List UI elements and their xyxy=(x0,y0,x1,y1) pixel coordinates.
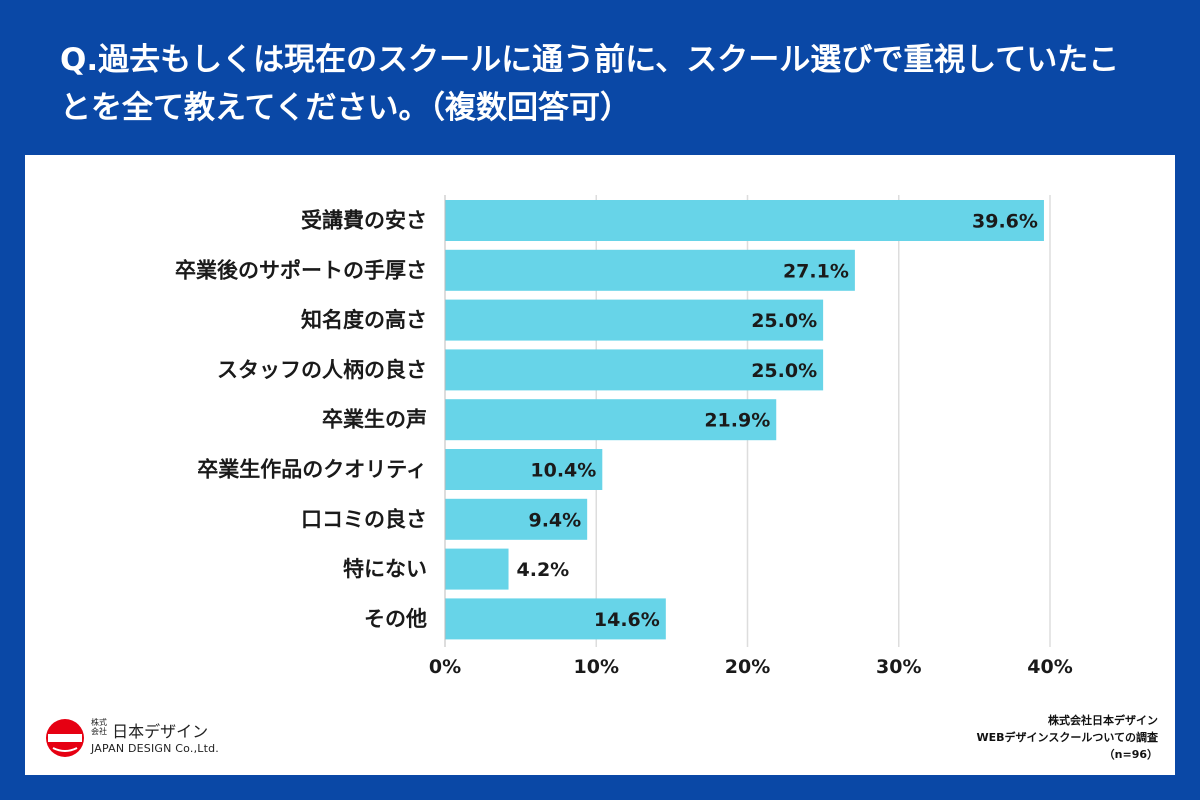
data-label: 25.0% xyxy=(751,310,817,332)
data-label: 21.9% xyxy=(704,410,770,432)
category-label: 卒業後のサポートの手厚さ xyxy=(175,258,427,282)
data-label: 4.2% xyxy=(517,559,570,581)
category-label: 卒業生作品のクオリティ xyxy=(197,458,427,482)
x-tick-label: 30% xyxy=(876,656,921,678)
credit-survey: WEBデザインスクールついての調査 xyxy=(976,731,1158,744)
bar xyxy=(445,449,603,490)
category-label: スタッフの人柄の良さ xyxy=(217,358,427,382)
bar xyxy=(445,249,855,291)
data-label: 27.1% xyxy=(783,260,849,282)
bar xyxy=(445,299,824,341)
category-label: 受講費の安さ xyxy=(301,209,427,233)
logo-kk-top: 株式 xyxy=(91,718,107,727)
logo-company-name: 日本デザイン xyxy=(112,722,209,741)
credit-sample-size: （n=96） xyxy=(1103,748,1158,761)
data-label: 25.0% xyxy=(751,360,817,382)
logo-english-name: JAPAN DESIGN Co.,Ltd. xyxy=(91,742,219,755)
data-label: 14.6% xyxy=(594,609,660,631)
bar xyxy=(445,349,824,391)
logo-kk-bottom: 会社 xyxy=(91,727,107,736)
category-label: その他 xyxy=(364,607,427,631)
survey-credit: 株式会社日本デザイン WEBデザインスクールついての調査 （n=96） xyxy=(977,712,1158,763)
x-tick-label: 10% xyxy=(574,656,619,678)
logo-mark-icon xyxy=(46,719,84,757)
category-label: 特にない xyxy=(343,557,427,581)
bar xyxy=(445,548,509,590)
bar xyxy=(445,200,1044,241)
category-label: 口コミの良さ xyxy=(301,507,427,531)
page-title: Q.過去もしくは現在のスクールに通う前に、スクール選びで重視していたことを全て教… xyxy=(60,42,1120,126)
x-tick-label: 0% xyxy=(429,656,461,678)
credit-company: 株式会社日本デザイン xyxy=(1048,714,1158,727)
bar xyxy=(445,598,666,640)
x-tick-label: 20% xyxy=(725,656,770,678)
data-label: 9.4% xyxy=(528,509,581,531)
bar xyxy=(445,498,588,540)
data-label: 10.4% xyxy=(530,460,596,482)
data-label: 39.6% xyxy=(972,211,1038,233)
category-label: 卒業生の声 xyxy=(322,408,427,432)
bar xyxy=(445,399,777,441)
category-label: 知名度の高さ xyxy=(301,308,427,332)
x-tick-label: 40% xyxy=(1027,656,1072,678)
chart-panel: 受講費の安さ 39.6% 卒業後のサポートの手厚さ 27.1% 知名度の高さ 25.0% ス… xyxy=(25,155,1175,775)
bar-chart: 受講費の安さ 39.6% 卒業後のサポートの手厚さ 27.1% 知名度の高さ 25.0% ス… xyxy=(175,195,1073,678)
